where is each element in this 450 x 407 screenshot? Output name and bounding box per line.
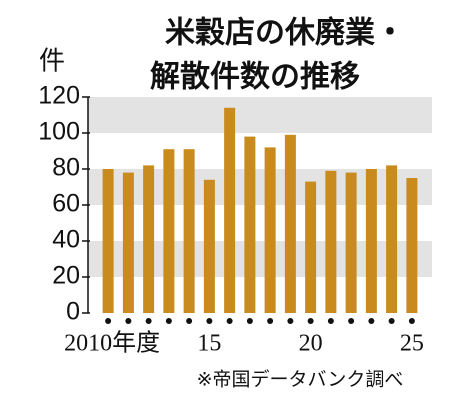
x-tick-dot <box>287 318 294 324</box>
bar <box>264 147 276 313</box>
bar <box>406 178 418 313</box>
x-tick-dot <box>246 318 253 324</box>
bar <box>163 149 175 313</box>
x-tick-dot <box>226 318 233 324</box>
grid-band <box>88 97 432 133</box>
x-tick-dot <box>267 318 274 324</box>
bar <box>143 165 155 313</box>
x-tick-dot <box>368 318 375 324</box>
y-tick-label: 60 <box>52 190 80 218</box>
bar <box>183 149 195 313</box>
grid-band <box>88 241 432 277</box>
x-tick-dot <box>307 318 314 324</box>
y-tick-label: 120 <box>38 82 80 110</box>
x-tick-dot <box>186 318 193 324</box>
x-tick-label: 20 <box>299 331 323 357</box>
x-tick-dot <box>327 318 334 324</box>
x-tick-dot <box>348 318 355 324</box>
bar <box>305 181 317 313</box>
x-tick-label: 2010年度 <box>64 330 160 357</box>
bar <box>102 169 114 313</box>
y-tick-label: 40 <box>52 226 80 254</box>
bar <box>224 107 236 313</box>
bar <box>284 134 296 313</box>
x-tick-dot <box>206 318 213 324</box>
source-note: ※帝国データバンク調べ <box>197 369 404 391</box>
y-axis-label: 件 <box>39 47 65 77</box>
bar <box>244 136 256 313</box>
y-tick-label: 100 <box>38 118 80 146</box>
x-tick-dot <box>408 318 415 324</box>
chart-title: 米穀店の休廃業・ <box>165 16 405 51</box>
y-tick-label: 20 <box>52 262 80 290</box>
bar <box>203 179 215 313</box>
y-tick-label: 0 <box>66 298 80 326</box>
x-tick-dot <box>165 318 172 324</box>
x-tick-dot <box>105 318 112 324</box>
x-tick-label: 15 <box>197 331 221 357</box>
chart-title: 解散件数の推移 <box>150 60 360 95</box>
grid-band <box>88 169 432 205</box>
x-tick-dot <box>145 318 152 324</box>
y-tick-label: 80 <box>52 154 80 182</box>
bar <box>365 169 377 313</box>
x-tick-dot <box>125 318 132 324</box>
bar <box>386 165 398 313</box>
bar <box>345 172 357 313</box>
x-tick-label: 25 <box>400 331 424 357</box>
x-tick-dot <box>388 318 395 324</box>
bar <box>122 172 134 313</box>
bar <box>325 170 337 313</box>
